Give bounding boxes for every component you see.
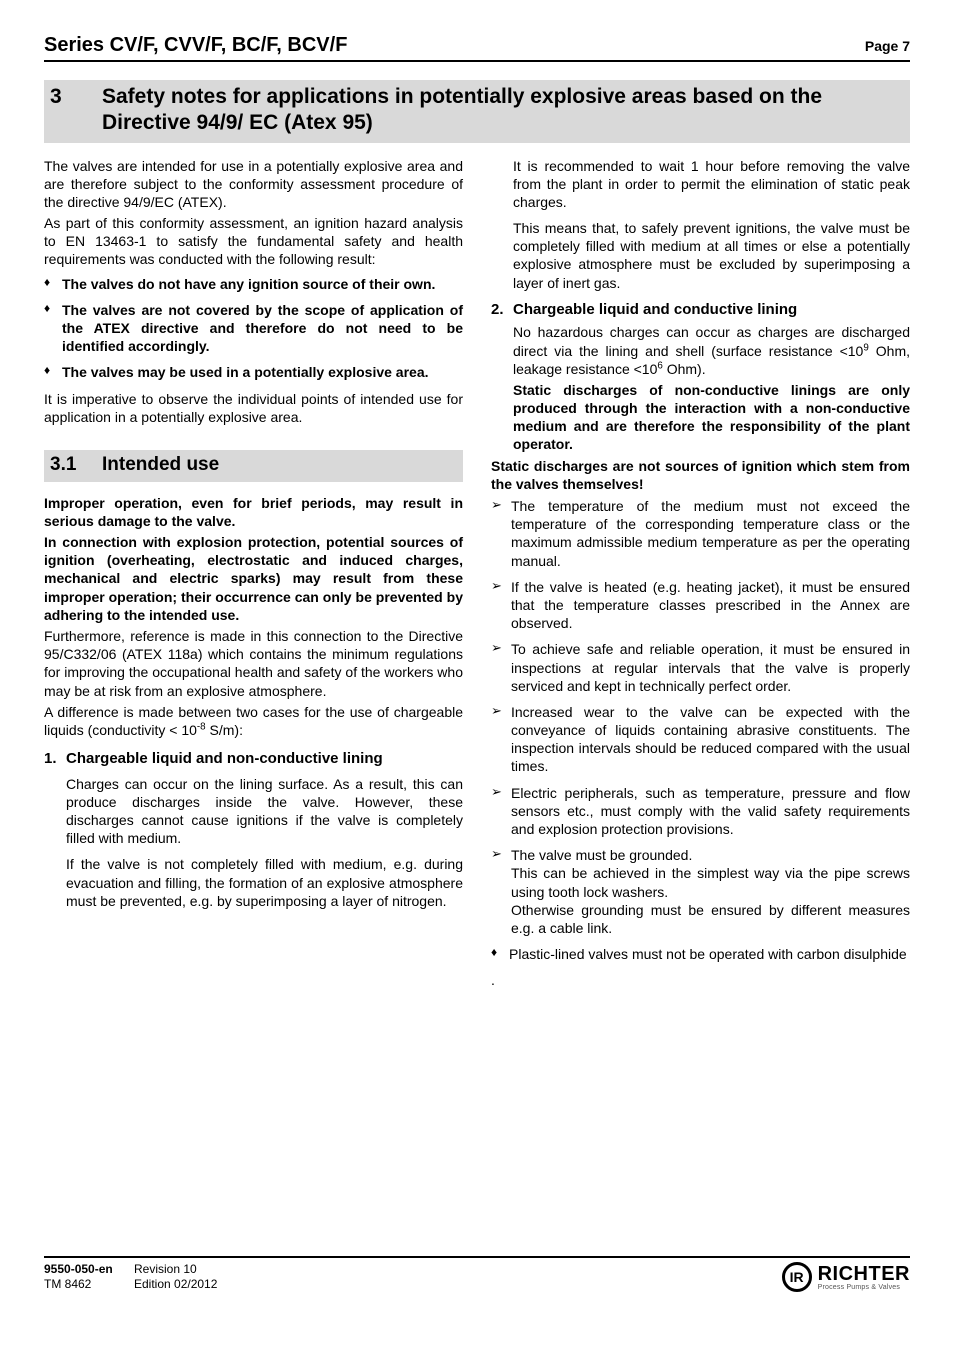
num1-heading: Chargeable liquid and non-conductive lin…: [66, 749, 463, 769]
footer-meta: 9550-050-enRevision 10 TM 8462Edition 02…: [44, 1262, 217, 1292]
arrow-item: To achieve safe and reliable operation, …: [491, 640, 910, 695]
left-column: The valves are intended for use in a pot…: [44, 157, 463, 918]
page-footer: 9550-050-enRevision 10 TM 8462Edition 02…: [44, 1256, 910, 1292]
num2-paragraph-2: Static discharges of non-conductive lini…: [513, 381, 910, 454]
tm-number: TM 8462: [44, 1277, 134, 1292]
list-number-2: 2.: [491, 300, 504, 320]
diamond-item-right: Plastic-lined valves must not be operate…: [491, 945, 910, 963]
lone-period: .: [491, 971, 910, 989]
arrow-ground-p2: Otherwise grounding must be ensured by d…: [511, 902, 910, 936]
section-heading: 3Safety notes for applications in potent…: [44, 80, 910, 143]
num1-paragraph-1: Charges can occur on the lining surface.…: [66, 775, 463, 848]
bullet-item: The valves do not have any ignition sour…: [44, 275, 463, 293]
sub-paragraph-4: A difference is made between two cases f…: [44, 703, 463, 739]
sub-paragraph-2: In connection with explosion protection,…: [44, 533, 463, 624]
subsection-heading: 3.1Intended use: [44, 450, 463, 482]
page-header: Series CV/F, CVV/F, BC/F, BCV/F Page 7: [44, 32, 910, 62]
richter-logo: IR RICHTER Process Pumps & Valves: [782, 1262, 910, 1292]
section-number: 3: [50, 84, 102, 110]
num1-paragraph-2: If the valve is not completely filled wi…: [66, 855, 463, 910]
arrow-ground-p1: This can be achieved in the simplest way…: [511, 865, 910, 899]
arrow-item: Electric peripherals, such as temperatur…: [491, 784, 910, 839]
intro-paragraph-2: As part of this conformity assessment, a…: [44, 214, 463, 269]
doc-number: 9550-050-en: [44, 1262, 134, 1277]
list-number-1: 1.: [44, 749, 57, 769]
subsection-number: 3.1: [50, 453, 102, 478]
num2-paragraph-1: No hazardous charges can occur as charge…: [513, 323, 910, 378]
result-bullet-list: The valves do not have any ignition sour…: [44, 275, 463, 382]
arrow-item-grounded: The valve must be grounded. This can be …: [491, 846, 910, 937]
arrow-item: Increased wear to the valve can be expec…: [491, 703, 910, 776]
arrow-ground-lead: The valve must be grounded.: [511, 847, 692, 863]
logo-icon: IR: [782, 1262, 812, 1292]
bullet-item: The valves are not covered by the scope …: [44, 301, 463, 356]
sub-paragraph-1: Improper operation, even for brief perio…: [44, 494, 463, 530]
intro-paragraph-3: It is imperative to observe the individu…: [44, 390, 463, 426]
right-column: It is recommended to wait 1 hour before …: [491, 157, 910, 993]
section-title-text: Safety notes for applications in potenti…: [102, 84, 882, 137]
page-number: Page 7: [865, 37, 910, 55]
numbered-item-1: 1. Chargeable liquid and non-conductive …: [44, 749, 463, 910]
num2-heading: Chargeable liquid and conductive lining: [513, 300, 910, 320]
diamond-list-right: Plastic-lined valves must not be operate…: [491, 945, 910, 963]
arrow-list: The temperature of the medium must not e…: [491, 497, 910, 937]
sub-paragraph-3: Furthermore, reference is made in this c…: [44, 627, 463, 700]
arrow-item: If the valve is heated (e.g. heating jac…: [491, 578, 910, 633]
edition: Edition 02/2012: [134, 1277, 217, 1291]
arrow-item: The temperature of the medium must not e…: [491, 497, 910, 570]
logo-main-text: RICHTER: [818, 1264, 910, 1284]
numbered-list: 1. Chargeable liquid and non-conductive …: [44, 749, 463, 910]
bullet-item: The valves may be used in a potentially …: [44, 363, 463, 381]
static-discharges-notice: Static discharges are not sources of ign…: [491, 457, 910, 493]
intro-paragraph-1: The valves are intended for use in a pot…: [44, 157, 463, 212]
logo-sub-text: Process Pumps & Valves: [818, 1284, 910, 1291]
series-title: Series CV/F, CVV/F, BC/F, BCV/F: [44, 32, 347, 58]
right-cont-p1: It is recommended to wait 1 hour before …: [513, 157, 910, 212]
right-cont-p2: This means that, to safely prevent ignit…: [513, 219, 910, 292]
subsection-title-text: Intended use: [102, 454, 219, 475]
revision: Revision 10: [134, 1262, 197, 1276]
